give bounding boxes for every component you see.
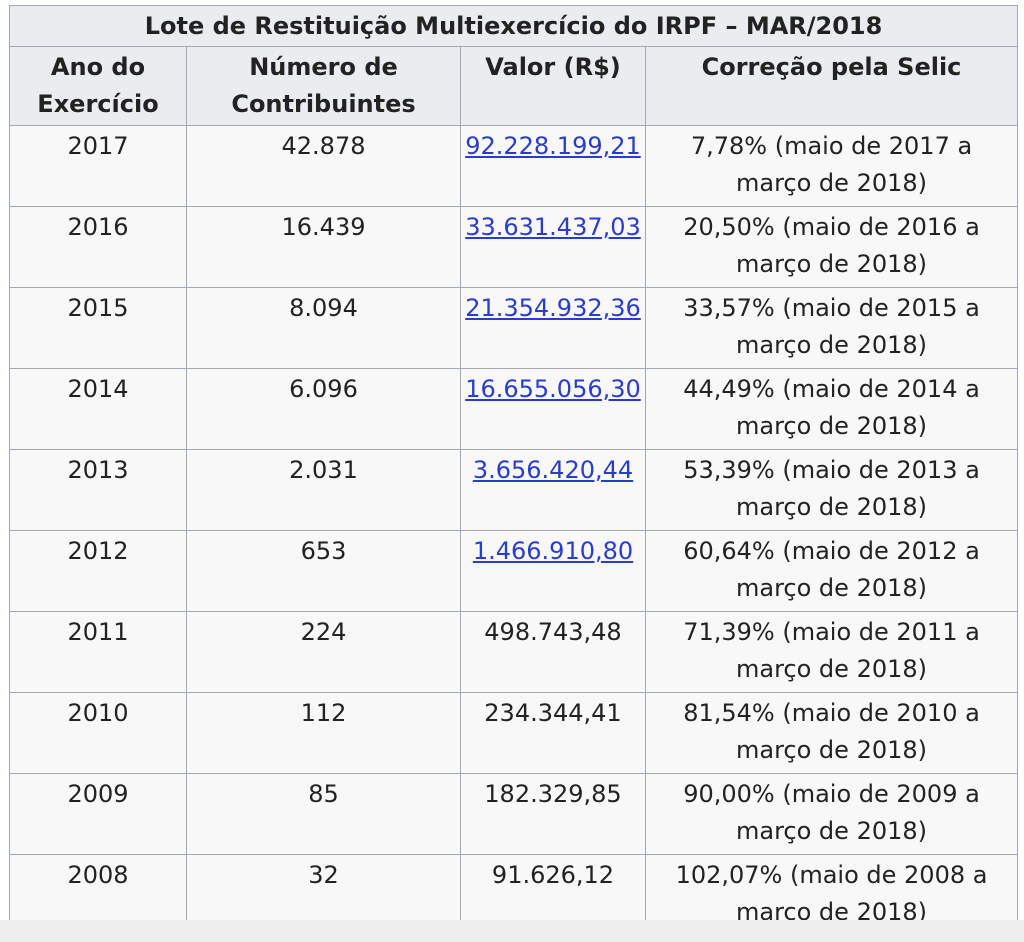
cell-contribuintes: 2.031 bbox=[186, 449, 461, 531]
valor-link[interactable]: 16.655.056,30 bbox=[465, 375, 641, 403]
restituicao-table: Lote de Restituição Multiexercício do IR… bbox=[8, 5, 1019, 936]
cell-contribuintes: 6.096 bbox=[186, 368, 461, 450]
table-row: 2011 224 498.743,48 71,39% (maio de 2011 a … bbox=[9, 611, 1019, 693]
cell-contribuintes: 42.878 bbox=[186, 125, 461, 207]
table-row: 2009 85 182.329,85 90,00% (maio de 2009 a m… bbox=[9, 773, 1019, 855]
cell-ano: 2012 bbox=[9, 530, 187, 612]
table-row: 2014 6.096 16.655.056,30 44,49% (maio de 20… bbox=[9, 368, 1019, 450]
cell-valor: 16.655.056,30 bbox=[460, 368, 646, 450]
page-bottom-strip bbox=[0, 920, 1024, 942]
table-title: Lote de Restituição Multiexercício do IR… bbox=[8, 5, 1019, 47]
valor-link[interactable]: 1.466.910,80 bbox=[472, 537, 634, 565]
cell-ano: 2015 bbox=[9, 287, 187, 369]
cell-ano: 2013 bbox=[9, 449, 187, 531]
cell-contribuintes: 224 bbox=[186, 611, 461, 693]
cell-ano: 2017 bbox=[9, 125, 187, 207]
cell-correcao: 44,49% (maio de 2014 a março de 2018) bbox=[644, 368, 1019, 450]
table-row: 2016 16.439 33.631.437,03 20,50% (maio de 2… bbox=[9, 206, 1019, 288]
cell-correcao: 90,00% (maio de 2009 a março de 2018) bbox=[644, 773, 1019, 855]
cell-valor: 498.743,48 bbox=[460, 611, 646, 693]
table-row: 2013 2.031 3.656.420,44 53,39% (maio de 201… bbox=[9, 449, 1019, 531]
cell-correcao: 81,54% (maio de 2010 a março de 2018) bbox=[644, 692, 1019, 774]
cell-valor: 21.354.932,36 bbox=[460, 287, 646, 369]
cell-ano: 2010 bbox=[9, 692, 187, 774]
cell-contribuintes: 16.439 bbox=[186, 206, 461, 288]
cell-valor: 92.228.199,21 bbox=[460, 125, 646, 207]
valor-link[interactable]: 3.656.420,44 bbox=[472, 456, 634, 484]
header-numero-de-contribuintes: Número de Contribuintes bbox=[186, 46, 461, 126]
cell-ano: 2014 bbox=[9, 368, 187, 450]
cell-ano: 2016 bbox=[9, 206, 187, 288]
header-ano-do-exercicio: Ano do Exercício bbox=[9, 46, 187, 126]
table-body: 2017 42.878 92.228.199,21 7,78% (maio de 20… bbox=[9, 125, 1019, 936]
cell-correcao: 53,39% (maio de 2013 a março de 2018) bbox=[644, 449, 1019, 531]
cell-ano: 2009 bbox=[9, 773, 187, 855]
table-row: 2012 653 1.466.910,80 60,64% (maio de 2012 … bbox=[9, 530, 1019, 612]
cell-valor: 3.656.420,44 bbox=[460, 449, 646, 531]
cell-valor: 234.344,41 bbox=[460, 692, 646, 774]
cell-correcao: 71,39% (maio de 2011 a março de 2018) bbox=[644, 611, 1019, 693]
cell-valor: 1.466.910,80 bbox=[460, 530, 646, 612]
cell-contribuintes: 8.094 bbox=[186, 287, 461, 369]
cell-ano: 2011 bbox=[9, 611, 187, 693]
valor-link[interactable]: 33.631.437,03 bbox=[465, 213, 641, 241]
table-row: 2015 8.094 21.354.932,36 33,57% (maio de 20… bbox=[9, 287, 1019, 369]
cell-correcao: 33,57% (maio de 2015 a março de 2018) bbox=[644, 287, 1019, 369]
cell-correcao: 7,78% (maio de 2017 a março de 2018) bbox=[644, 125, 1019, 207]
cell-contribuintes: 85 bbox=[186, 773, 461, 855]
table-row: 2017 42.878 92.228.199,21 7,78% (maio de 20… bbox=[9, 125, 1019, 207]
header-valor: Valor (R$) bbox=[460, 46, 646, 126]
header-correcao-selic: Correção pela Selic bbox=[644, 46, 1019, 126]
cell-contribuintes: 653 bbox=[186, 530, 461, 612]
table-row: 2010 112 234.344,41 81,54% (maio de 2010 a … bbox=[9, 692, 1019, 774]
cell-contribuintes: 112 bbox=[186, 692, 461, 774]
cell-valor: 182.329,85 bbox=[460, 773, 646, 855]
cell-valor: 33.631.437,03 bbox=[460, 206, 646, 288]
cell-correcao: 60,64% (maio de 2012 a março de 2018) bbox=[644, 530, 1019, 612]
cell-correcao: 20,50% (maio de 2016 a março de 2018) bbox=[644, 206, 1019, 288]
valor-link[interactable]: 21.354.932,36 bbox=[465, 294, 641, 322]
valor-link[interactable]: 92.228.199,21 bbox=[465, 132, 641, 160]
